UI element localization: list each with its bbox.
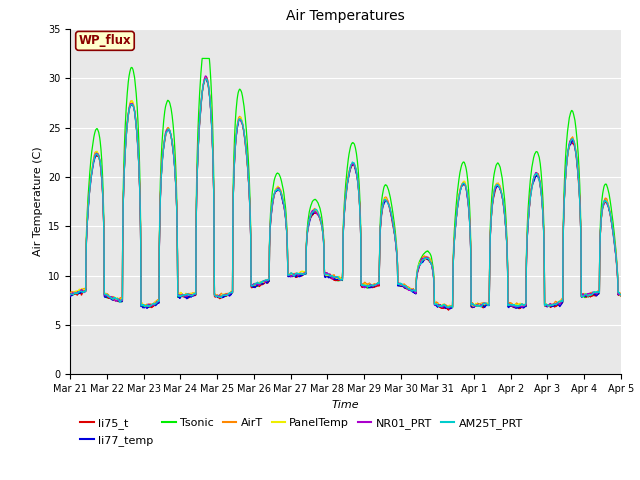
li77_temp [446, 306, 454, 312]
AM25T_PRT [584, 293, 592, 299]
AM25T_PRT [220, 292, 228, 298]
NR01_PRT [362, 284, 369, 290]
AirT [202, 73, 210, 79]
NR01_PRT [220, 292, 228, 298]
PanelTemp [362, 282, 369, 288]
Tsonic [220, 294, 228, 300]
li75_t [220, 293, 228, 299]
Y-axis label: Air Temperature (C): Air Temperature (C) [33, 147, 43, 256]
li75_t [67, 292, 74, 298]
Line: AirT: AirT [70, 76, 621, 306]
AM25T_PRT [569, 136, 577, 142]
li75_t [569, 141, 577, 146]
NR01_PRT [617, 292, 625, 298]
Tsonic [443, 305, 451, 311]
AM25T_PRT [362, 283, 369, 288]
PanelTemp [506, 302, 514, 308]
Line: li75_t: li75_t [70, 79, 621, 310]
PanelTemp [202, 74, 210, 80]
NR01_PRT [445, 305, 452, 311]
Tsonic [67, 293, 74, 299]
li75_t [201, 76, 209, 82]
li77_temp [569, 138, 577, 144]
PanelTemp [569, 136, 577, 142]
li75_t [617, 292, 625, 298]
Tsonic [569, 108, 577, 114]
li75_t [374, 283, 381, 289]
PanelTemp [617, 292, 625, 298]
li77_temp [584, 292, 592, 298]
AirT [506, 300, 514, 306]
NR01_PRT [374, 281, 381, 287]
li75_t [584, 293, 592, 299]
Legend: li75_t, li77_temp, Tsonic, AirT, PanelTemp, NR01_PRT, AM25T_PRT: li75_t, li77_temp, Tsonic, AirT, PanelTe… [76, 414, 527, 450]
AM25T_PRT [506, 302, 514, 308]
li77_temp [67, 294, 74, 300]
PanelTemp [220, 291, 228, 297]
li77_temp [202, 74, 210, 80]
Text: WP_flux: WP_flux [79, 35, 131, 48]
li75_t [445, 307, 452, 313]
AM25T_PRT [67, 291, 74, 297]
Tsonic [374, 282, 381, 288]
X-axis label: Time: Time [332, 400, 360, 409]
NR01_PRT [506, 302, 514, 308]
NR01_PRT [584, 291, 592, 297]
AirT [471, 303, 479, 309]
AirT [67, 289, 74, 295]
Line: Tsonic: Tsonic [70, 59, 621, 308]
li77_temp [506, 303, 514, 309]
NR01_PRT [202, 73, 209, 79]
Line: PanelTemp: PanelTemp [70, 77, 621, 307]
AirT [220, 292, 228, 298]
AirT [617, 291, 625, 297]
li77_temp [617, 292, 625, 298]
Line: AM25T_PRT: AM25T_PRT [70, 79, 621, 308]
AirT [362, 280, 369, 286]
li75_t [506, 302, 514, 308]
Line: li77_temp: li77_temp [70, 77, 621, 309]
PanelTemp [584, 292, 592, 298]
li75_t [362, 284, 369, 290]
Tsonic [198, 56, 206, 61]
Line: NR01_PRT: NR01_PRT [70, 76, 621, 308]
PanelTemp [449, 304, 456, 310]
Title: Air Temperatures: Air Temperatures [286, 10, 405, 24]
NR01_PRT [67, 292, 74, 298]
li77_temp [220, 294, 228, 300]
li77_temp [374, 281, 381, 287]
AM25T_PRT [449, 305, 456, 311]
NR01_PRT [569, 136, 577, 142]
AM25T_PRT [374, 280, 381, 286]
AM25T_PRT [202, 76, 210, 82]
PanelTemp [67, 292, 74, 298]
PanelTemp [374, 281, 381, 287]
Tsonic [362, 285, 369, 290]
AirT [584, 292, 592, 298]
AirT [569, 134, 577, 140]
AM25T_PRT [617, 292, 625, 298]
Tsonic [584, 294, 592, 300]
Tsonic [506, 303, 514, 309]
li77_temp [362, 285, 369, 290]
Tsonic [617, 293, 625, 299]
AirT [374, 280, 381, 286]
